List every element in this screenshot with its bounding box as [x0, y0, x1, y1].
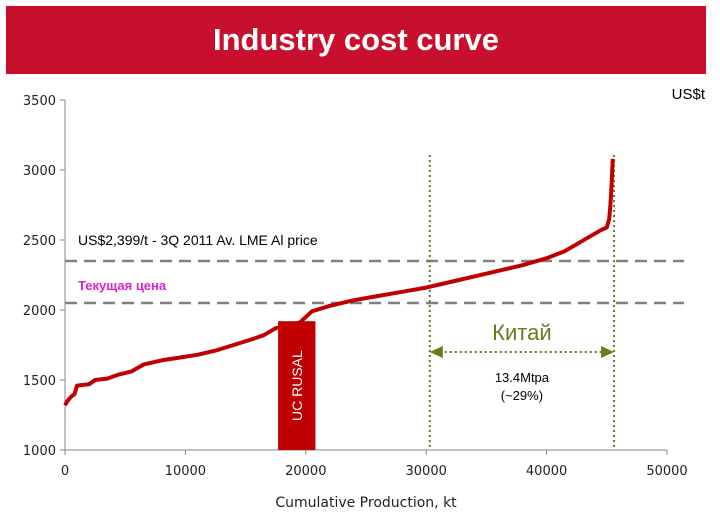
chart-labels: Cumulative Production, kt US$t US$2,399/t …: [78, 86, 706, 511]
y-tick-label: 3500: [23, 94, 56, 109]
chart-title: Industry cost curve: [213, 22, 499, 57]
x-axis-label: Cumulative Production, kt: [275, 495, 457, 511]
y-tick-label: 1500: [23, 374, 56, 389]
arrow-left-icon: [429, 346, 443, 358]
x-tick-label: 0: [61, 464, 69, 479]
y-tick-label: 3000: [23, 164, 56, 179]
axes: 1000 1500 2000 2500 3000 3500 0 10000 20000 30000…: [23, 94, 688, 479]
x-tick-label: 30000: [406, 464, 447, 479]
chart-marks: [63, 158, 615, 450]
title-bar: Industry cost curve: [6, 6, 706, 74]
arrow-right-icon: [601, 346, 615, 358]
uc-rusal-bar: [278, 321, 316, 450]
x-tick-label: 50000: [646, 464, 687, 479]
current-price-label: Текущая цена: [78, 278, 167, 293]
y-tick-label: 1000: [23, 444, 56, 459]
y-tick-label: 2000: [23, 304, 56, 319]
reference-lines: [65, 155, 684, 450]
x-tick-label: 10000: [165, 464, 206, 479]
lme-price-label: US$2,399/t - 3Q 2011 Av. LME Al price: [78, 232, 318, 248]
y-tick-label: 2500: [23, 234, 56, 249]
china-share-label: (~29%): [501, 388, 543, 403]
unit-label: US$t: [672, 86, 706, 103]
china-label: Китай: [492, 320, 551, 345]
china-capacity-label: 13.4Mtpa: [495, 370, 550, 385]
x-tick-label: 20000: [285, 464, 326, 479]
x-tick-label: 40000: [526, 464, 567, 479]
uc-rusal-label: UC RUSAL: [289, 350, 305, 421]
